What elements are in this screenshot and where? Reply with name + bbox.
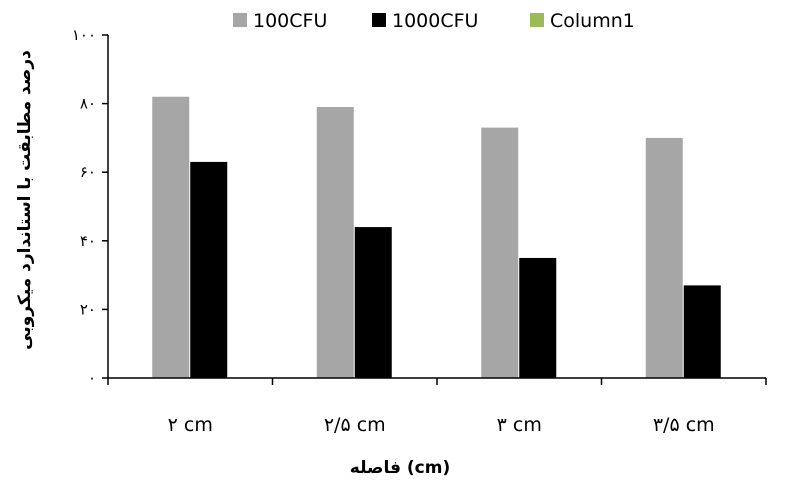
legend-label-100cfu: 100CFU (253, 10, 327, 32)
y-tick-label-40: ۴۰ (80, 232, 96, 250)
bar-1000cfu-4 (683, 285, 721, 378)
bars (152, 96, 721, 379)
x-tick-label-1: ۲ cm (168, 414, 213, 436)
y-tick-label-20: ۲۰ (80, 300, 96, 318)
x-tick-label-3: ۳ cm (497, 414, 542, 436)
legend-label-1000cfu: 1000CFU (392, 10, 478, 32)
x-axis: ۲ cm ۲/۵ cm ۳ cm ۳/۵ cm (107, 377, 767, 436)
legend-swatch-1000cfu (372, 13, 386, 27)
bar-100cfu-3 (481, 127, 519, 378)
bar-1000cfu-1 (190, 161, 228, 378)
y-axis: ۰ ۲۰ ۴۰ ۶۰ ۸۰ ۱۰۰ (72, 26, 109, 387)
legend-swatch-column1 (530, 13, 544, 27)
y-tick-label-80: ۸۰ (80, 95, 96, 113)
bar-100cfu-4 (645, 137, 683, 378)
y-axis-title: درصد مطابقت با استاندارد میکروبی (15, 50, 35, 350)
legend-swatch-100cfu (233, 13, 247, 27)
y-tick-label-0: ۰ (88, 369, 96, 387)
bar-1000cfu-3 (519, 257, 557, 378)
x-tick-label-4: ۳/۵ cm (653, 414, 715, 436)
x-axis-title: فاصله (cm) (350, 458, 450, 478)
legend: 100CFU 1000CFU Column1 (233, 10, 635, 32)
y-tick-label-100: ۱۰۰ (72, 26, 96, 44)
bar-1000cfu-2 (354, 227, 392, 378)
legend-label-column1: Column1 (550, 10, 635, 32)
x-tick-label-2: ۲/۵ cm (324, 414, 386, 436)
y-tick-label-60: ۶۰ (80, 163, 96, 181)
bar-100cfu-2 (316, 107, 354, 378)
bar-100cfu-1 (152, 96, 190, 379)
